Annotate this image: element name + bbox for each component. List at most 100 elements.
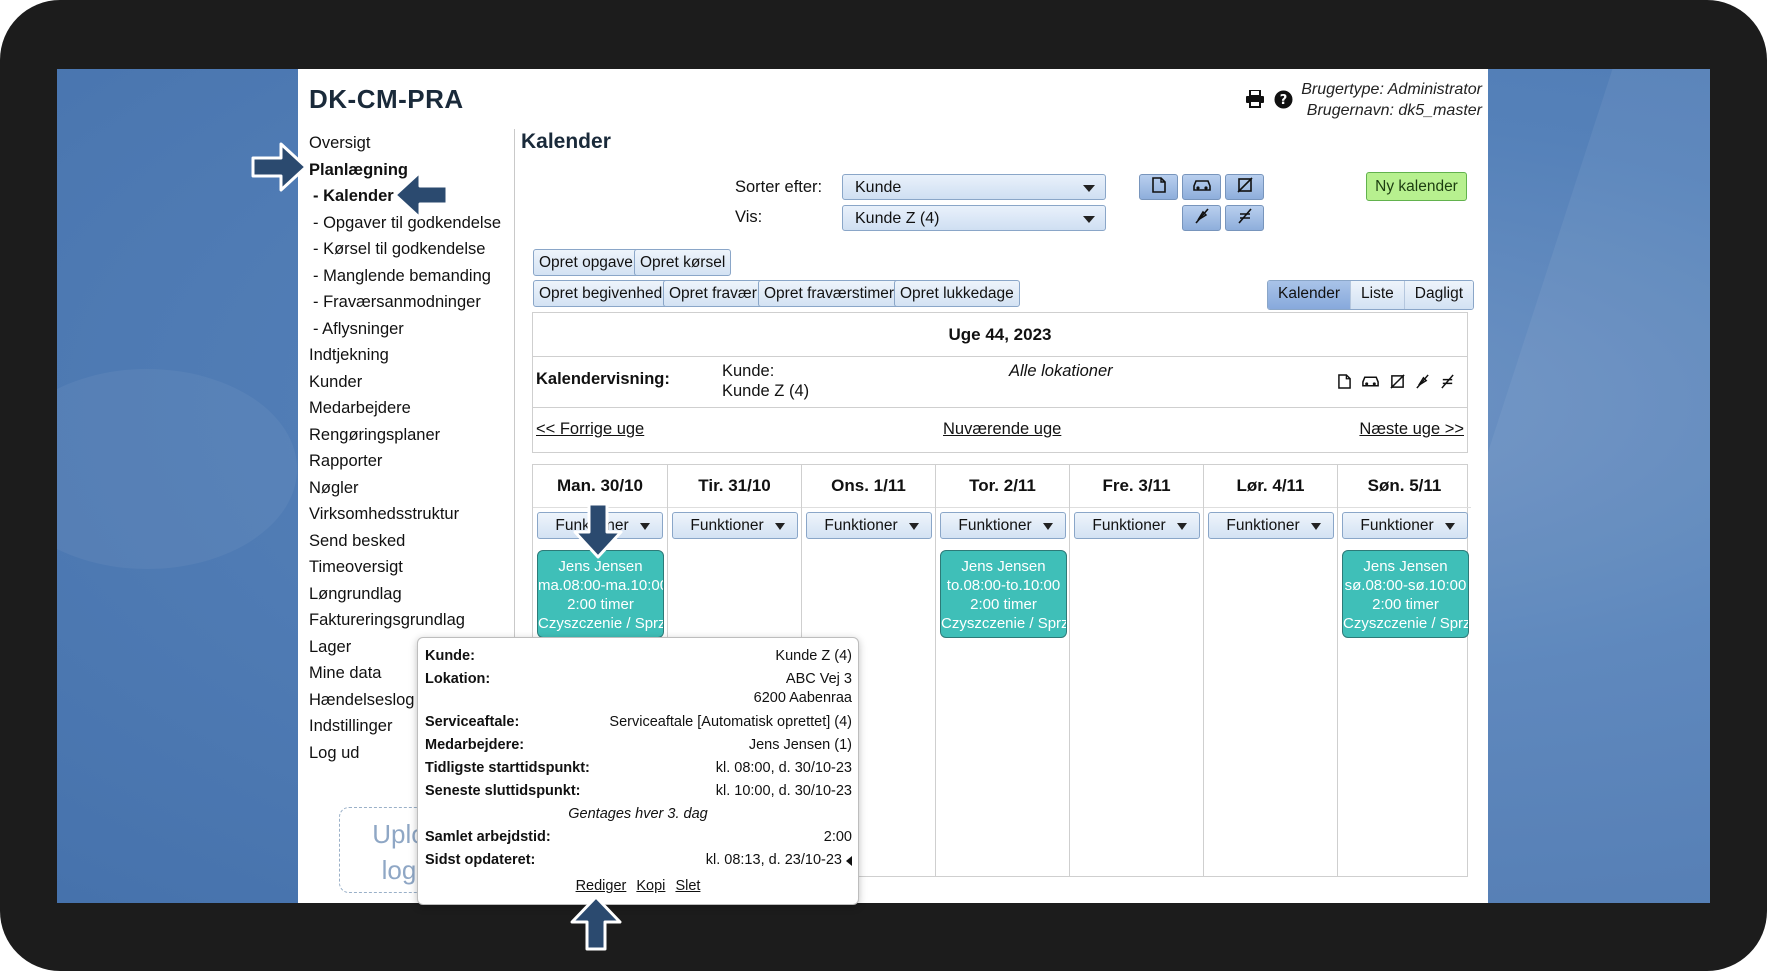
edit-link[interactable]: Rediger bbox=[575, 878, 627, 894]
day-column: Søn. 5/11 Funktioner Jens Jensen sø.08:0… bbox=[1337, 465, 1471, 876]
sidebar-item-log-ud[interactable]: Log ud bbox=[309, 743, 360, 762]
page-title: Kalender bbox=[521, 130, 611, 153]
filter-driving-button[interactable] bbox=[1182, 174, 1221, 200]
sidebar-item-faktureringsgrundlag[interactable]: Faktureringsgrundlag bbox=[309, 611, 465, 629]
next-week-link[interactable]: Næste uge >> bbox=[1359, 420, 1464, 438]
create-driving-button[interactable]: Opret kørsel bbox=[634, 249, 732, 276]
filter-absence-button[interactable] bbox=[1225, 174, 1264, 200]
document-icon bbox=[1151, 176, 1166, 198]
popup-repeat: Gentages hver 3. dag bbox=[568, 806, 708, 822]
sidebar-item-planlaegning[interactable]: Planlægning bbox=[309, 160, 408, 179]
sidebar-item-korsel-til-godkendelse[interactable]: - Kørsel til godkendelse bbox=[313, 240, 486, 258]
popup-latest-label: Seneste sluttidspunkt: bbox=[425, 783, 581, 799]
day-column: Lør. 4/11 Funktioner bbox=[1203, 465, 1337, 876]
upload-logo-area[interactable]: Uplo log bbox=[339, 807, 459, 893]
svg-text:?: ? bbox=[1279, 93, 1287, 108]
chevron-down-icon bbox=[909, 523, 919, 530]
car-icon bbox=[1361, 374, 1380, 394]
help-icon[interactable]: ? bbox=[1273, 89, 1293, 109]
sidebar-item-lager[interactable]: Lager bbox=[309, 637, 352, 656]
delete-link[interactable]: Slet bbox=[675, 878, 701, 894]
create-event-button[interactable]: Opret begivenhed bbox=[533, 280, 669, 307]
car-icon bbox=[1192, 178, 1212, 197]
new-calendar-button[interactable]: Ny kalender bbox=[1366, 172, 1467, 201]
sidebar-item-kalender[interactable]: - Kalender bbox=[313, 187, 394, 205]
sidebar-item-haendelseslog[interactable]: Hændelseslog bbox=[309, 690, 415, 709]
functions-dropdown[interactable]: Funktioner bbox=[1342, 512, 1468, 539]
sidebar-item-send-besked[interactable]: Send besked bbox=[309, 531, 406, 550]
create-task-button[interactable]: Opret opgave bbox=[533, 249, 639, 276]
calendar-event[interactable]: Jens Jensen to.08:00-to.10:00 2:00 timer… bbox=[940, 550, 1067, 638]
functions-dropdown[interactable]: Funktioner bbox=[1074, 512, 1200, 539]
sidebar-item-indstillinger[interactable]: Indstillinger bbox=[309, 717, 393, 735]
calendar-event[interactable]: Jens Jensen ma.08:00-ma.10:00 2:00 timer… bbox=[537, 550, 664, 638]
event-employee: Jens Jensen bbox=[961, 558, 1046, 575]
sidebar-item-medarbejdere[interactable]: Medarbejdere bbox=[309, 399, 411, 417]
chevron-down-icon bbox=[1311, 523, 1321, 530]
arrow-right-icon bbox=[251, 142, 308, 192]
popup-location-label: Lokation: bbox=[425, 671, 491, 687]
sidebar-item-opgaver-til-godkendelse[interactable]: - Opgaver til godkendelse bbox=[313, 213, 502, 232]
event-time: to.08:00-to.10:00 bbox=[946, 577, 1061, 594]
event-service: Czyszczenie / Sprz bbox=[941, 615, 1067, 632]
functions-label: Funktioner bbox=[1226, 517, 1300, 534]
sidebar-item-rengoringsplaner[interactable]: Rengøringsplaner bbox=[309, 425, 441, 444]
popup-employees-label: Medarbejdere: bbox=[425, 737, 525, 753]
copy-link[interactable]: Kopi bbox=[636, 878, 666, 894]
event-service: Czyszczenie / Sprz bbox=[538, 615, 664, 632]
popup-updated-label: Sidst opdateret: bbox=[425, 852, 536, 868]
create-absence-button[interactable]: Opret fravær bbox=[663, 280, 763, 307]
view-select-value: Kunde Z (4) bbox=[855, 210, 940, 227]
sidebar-item-mine-data[interactable]: Mine data bbox=[309, 664, 382, 682]
popup-earliest-label: Tidligste starttidspunkt: bbox=[425, 760, 590, 776]
sidebar-item-fravaersanmodninger[interactable]: - Fraværsanmodninger bbox=[313, 293, 481, 311]
create-closed-days-button[interactable]: Opret lukkedage bbox=[894, 280, 1020, 307]
tab-dagligt[interactable]: Dagligt bbox=[1403, 281, 1474, 309]
week-title: Uge 44, 2023 bbox=[532, 312, 1468, 357]
popup-employees-value: Jens Jensen (1) bbox=[748, 737, 852, 753]
filter-closed-days-button[interactable] bbox=[1182, 205, 1221, 231]
arrow-left-icon bbox=[393, 170, 449, 220]
sidebar-item-aflysninger[interactable]: - Aflysninger bbox=[313, 319, 404, 338]
chevron-down-icon bbox=[640, 523, 650, 530]
tab-kalender[interactable]: Kalender bbox=[1268, 281, 1351, 309]
functions-label: Funktioner bbox=[958, 517, 1032, 534]
absence-icon bbox=[1236, 176, 1253, 198]
sidebar-item-rapporter[interactable]: Rapporter bbox=[309, 452, 383, 470]
functions-dropdown[interactable]: Funktioner bbox=[940, 512, 1066, 539]
caret-left-icon bbox=[846, 856, 852, 866]
calendar-event[interactable]: Jens Jensen sø.08:00-sø.10:00 2:00 timer… bbox=[1342, 550, 1469, 638]
create-absence-hours-button[interactable]: Opret fraværstimer bbox=[758, 280, 901, 307]
sort-label: Sorter efter: bbox=[735, 178, 823, 196]
user-name: Brugernavn: dk5_master bbox=[1306, 102, 1482, 119]
sort-select[interactable]: Kunde bbox=[842, 174, 1106, 200]
day-header: Søn. 5/11 bbox=[1338, 465, 1471, 508]
locations-value: Alle lokationer bbox=[1009, 362, 1113, 380]
filter-absence-hours-button[interactable] bbox=[1225, 205, 1264, 231]
sidebar-item-virksomhedsstruktur[interactable]: Virksomhedsstruktur bbox=[309, 505, 460, 523]
day-column: Tor. 2/11 Funktioner Jens Jensen to.08:0… bbox=[935, 465, 1069, 876]
sidebar-item-manglende-bemanding[interactable]: - Manglende bemanding bbox=[313, 266, 491, 285]
sidebar-item-longrundlag[interactable]: Løngrundlag bbox=[309, 584, 402, 603]
tab-liste[interactable]: Liste bbox=[1350, 281, 1404, 309]
popup-worktime-label: Samlet arbejdstid: bbox=[425, 829, 551, 845]
absence-hours-icon bbox=[1440, 374, 1455, 394]
functions-dropdown[interactable]: Funktioner bbox=[672, 512, 798, 539]
event-employee: Jens Jensen bbox=[558, 558, 643, 575]
sidebar-item-indtjekning[interactable]: Indtjekning bbox=[309, 346, 389, 364]
view-select[interactable]: Kunde Z (4) bbox=[842, 205, 1106, 231]
legend-icons bbox=[1338, 374, 1455, 394]
current-week-link[interactable]: Nuværende uge bbox=[943, 420, 1062, 438]
sidebar-item-timeoversigt[interactable]: Timeoversigt bbox=[309, 558, 403, 576]
sidebar-item-oversigt[interactable]: Oversigt bbox=[309, 134, 371, 152]
functions-dropdown[interactable]: Funktioner bbox=[1208, 512, 1334, 539]
printer-icon[interactable] bbox=[1245, 89, 1265, 109]
sidebar-item-nogler[interactable]: Nøgler bbox=[309, 478, 359, 497]
functions-dropdown[interactable]: Funktioner bbox=[806, 512, 932, 539]
sidebar-item-kunder[interactable]: Kunder bbox=[309, 372, 363, 391]
filter-task-button[interactable] bbox=[1139, 174, 1178, 200]
popup-earliest-value: kl. 08:00, d. 30/10-23 bbox=[715, 760, 852, 776]
previous-week-link[interactable]: << Forrige uge bbox=[536, 420, 645, 438]
functions-label: Funktioner bbox=[690, 517, 764, 534]
